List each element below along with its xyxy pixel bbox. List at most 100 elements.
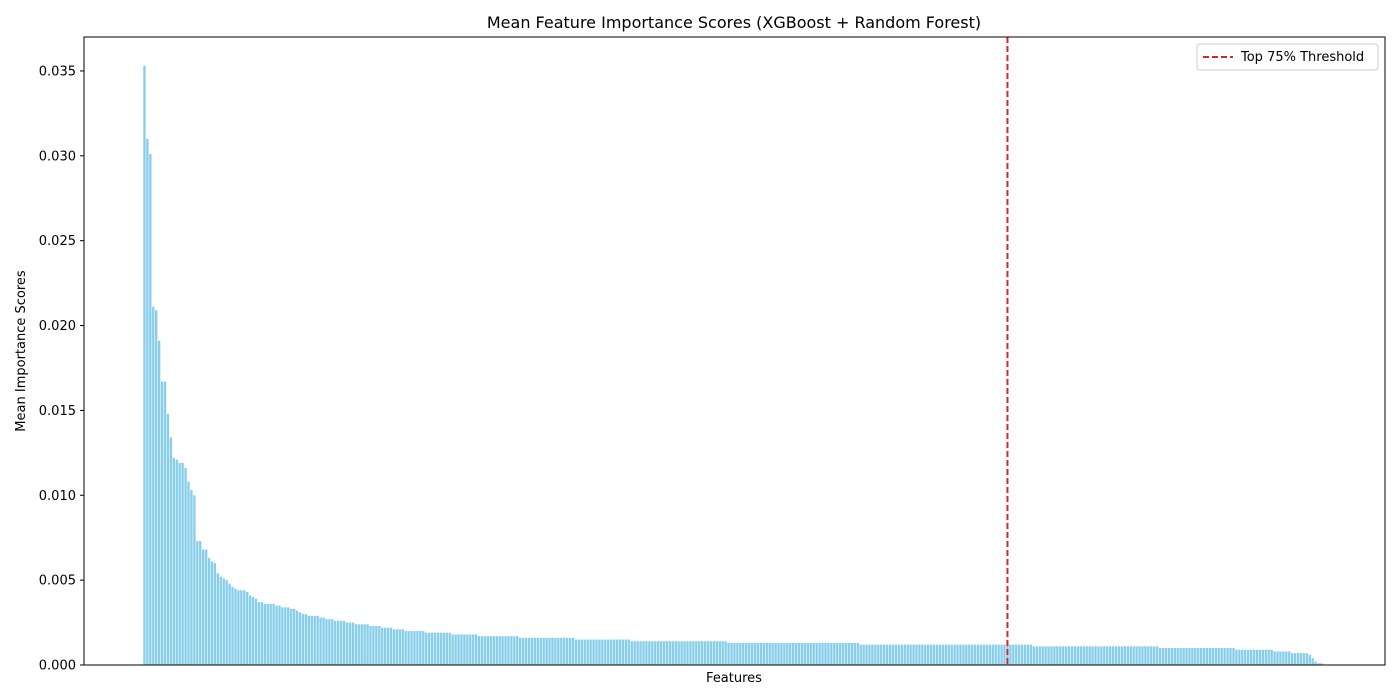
bar-feature-247: [865, 644, 868, 665]
bar-feature-297: [1012, 644, 1015, 665]
bar-feature-366: [1214, 648, 1218, 665]
legend: Top 75% Threshold: [1196, 43, 1379, 71]
bar-feature-17: [190, 490, 193, 665]
bar-feature-305: [1035, 646, 1038, 665]
bar-feature-374: [1238, 649, 1241, 665]
bar-feature-33: [237, 590, 240, 665]
bar-feature-338: [1132, 646, 1135, 665]
bar-feature-147: [571, 637, 575, 665]
bar-feature-82: [381, 627, 384, 665]
bar-feature-15: [184, 468, 187, 665]
bar-feature-43: [266, 603, 269, 665]
bar-feature-39: [254, 598, 258, 665]
bar-feature-150: [580, 639, 584, 665]
bar-feature-133: [530, 637, 534, 665]
y-axis-label: Mean Importance Scores: [14, 270, 29, 432]
bar-feature-351: [1170, 648, 1174, 665]
bar-feature-125: [507, 636, 510, 665]
bar-feature-119: [489, 636, 493, 665]
bar-feature-189: [695, 641, 698, 665]
bar-feature-126: [510, 636, 513, 665]
bar-feature-308: [1044, 646, 1047, 665]
bar-feature-127: [513, 636, 516, 665]
bar-feature-315: [1064, 646, 1068, 665]
bar-feature-192: [703, 641, 707, 665]
bar-feature-25: [213, 563, 217, 665]
bar-feature-324: [1091, 646, 1094, 665]
bar-feature-46: [275, 605, 278, 665]
bar-feature-179: [665, 641, 669, 665]
bar-feature-377: [1246, 649, 1250, 665]
bar-feature-228: [809, 642, 812, 665]
bar-feature-277: [953, 644, 956, 665]
bar-feature-290: [991, 644, 994, 665]
bar-feature-260: [903, 644, 906, 665]
bar-feature-335: [1123, 646, 1127, 665]
bar-feature-56: [304, 614, 308, 665]
bar-feature-253: [883, 644, 886, 665]
bar-feature-218: [780, 642, 783, 665]
bar-feature-20: [199, 541, 202, 665]
bar-feature-26: [216, 573, 220, 665]
bar-feature-90: [404, 631, 407, 665]
bar-feature-88: [398, 629, 402, 665]
bar-feature-375: [1241, 649, 1244, 665]
bar-feature-211: [759, 642, 763, 665]
bar-feature-396: [1302, 653, 1306, 665]
bar-feature-209: [753, 642, 757, 665]
bar-feature-292: [997, 644, 1000, 665]
bar-feature-169: [636, 641, 639, 665]
bar-feature-380: [1255, 649, 1259, 665]
bar-feature-167: [630, 641, 633, 665]
bar-feature-58: [310, 615, 313, 665]
bar-feature-273: [941, 644, 945, 665]
bar-feature-238: [838, 642, 842, 665]
bar-feature-358: [1191, 648, 1194, 665]
bar-feature-32: [234, 588, 237, 665]
bar-feature-381: [1258, 649, 1262, 665]
bar-feature-221: [789, 642, 792, 665]
bar-feature-124: [504, 636, 507, 665]
bar-feature-40: [257, 602, 261, 665]
bar-feature-203: [736, 642, 739, 665]
bar-feature-64: [328, 619, 331, 665]
bar-feature-141: [554, 637, 557, 665]
bar-feature-328: [1103, 646, 1106, 665]
bar-feature-361: [1200, 648, 1203, 665]
bar-feature-78: [369, 625, 372, 665]
bar-feature-42: [263, 603, 266, 665]
bar-feature-288: [985, 644, 989, 665]
bar-feature-229: [812, 642, 815, 665]
bar-feature-271: [935, 644, 939, 665]
bar-feature-71: [348, 622, 352, 665]
bar-feature-326: [1097, 646, 1100, 665]
bar-feature-296: [1009, 644, 1012, 665]
bar-feature-231: [818, 642, 821, 665]
bar-feature-287: [982, 644, 986, 665]
bar-feature-178: [662, 641, 666, 665]
bar-feature-101: [436, 632, 440, 665]
bar-feature-251: [877, 644, 880, 665]
bar-feature-386: [1273, 651, 1276, 665]
bar-feature-151: [583, 639, 586, 665]
bar-feature-94: [416, 631, 419, 665]
bar-feature-129: [519, 637, 522, 665]
bar-feature-91: [407, 631, 410, 665]
bar-feature-23: [207, 558, 211, 665]
bar-feature-226: [803, 642, 807, 665]
bar-feature-258: [897, 644, 901, 665]
bar-feature-217: [777, 642, 780, 665]
bar-feature-72: [351, 622, 355, 665]
bar-feature-387: [1276, 651, 1279, 665]
bar-feature-309: [1047, 646, 1050, 665]
bar-feature-12: [175, 459, 178, 665]
bar-feature-45: [272, 603, 275, 665]
bar-feature-402: [1320, 663, 1323, 665]
bar-feature-74: [357, 624, 360, 665]
bar-feature-63: [325, 619, 328, 665]
bar-feature-291: [994, 644, 997, 665]
bar-feature-190: [698, 641, 701, 665]
bar-feature-280: [962, 644, 965, 665]
bar-feature-77: [366, 624, 369, 665]
bar-feature-232: [821, 642, 824, 665]
